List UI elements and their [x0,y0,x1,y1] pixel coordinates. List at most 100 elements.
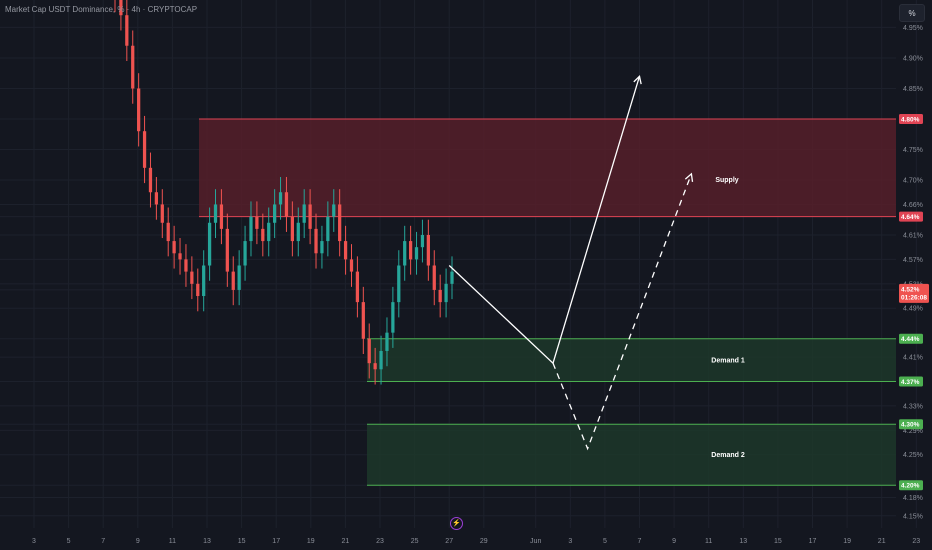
candle [154,192,159,205]
candle [397,265,401,303]
x-tick-label: 3 [32,538,36,545]
candle [444,283,448,303]
x-tick-label: 23 [912,538,920,545]
x-tick-label: 27 [445,538,453,545]
price-badge [899,376,923,387]
candle [196,283,200,297]
y-tick-label: 4.85% [903,86,923,93]
candle [450,271,454,284]
candle [391,302,395,333]
candle [202,265,206,297]
x-tick-label: 29 [480,538,488,545]
x-tick-label: 17 [272,538,280,545]
demand-zone[interactable] [367,338,896,382]
candle [160,204,164,223]
candle [125,15,129,46]
last-price-label: 4.52% [901,286,920,293]
projection-dashed-arrow [552,173,693,451]
projection-solid-arrow-arrowhead [633,74,642,85]
candle [231,271,235,290]
candle [267,222,271,242]
x-tick-label: 15 [238,538,246,545]
x-tick-label: 3 [568,538,572,545]
candle [261,228,265,242]
x-tick-label: 21 [878,538,886,545]
candle [172,241,176,254]
zone-label: Demand 2 [711,452,745,459]
candle [296,222,300,242]
candle [373,363,377,370]
bar-countdown-label: 01:26:08 [901,294,927,301]
candle [166,222,170,242]
percent-scale-button[interactable]: % [899,4,925,22]
demand-zone[interactable] [367,424,896,486]
price-badge-label: 4.37% [901,379,920,386]
candle [131,45,135,89]
candle [137,88,141,132]
candle [379,350,383,370]
candle [338,204,342,242]
candle [148,167,153,193]
y-tick-label: 4.18% [903,495,923,502]
x-tick-label: 13 [203,538,211,545]
candle [213,204,218,223]
candle [119,0,123,16]
candle [225,228,229,272]
x-tick-label: 5 [603,538,607,545]
y-tick-label: 4.49% [903,306,923,313]
candle [184,259,188,272]
price-badge-label: 4.30% [901,422,920,429]
y-tick-label: 4.25% [903,452,923,459]
candle [349,259,354,272]
x-tick-label: 7 [101,538,105,545]
candle [314,228,318,254]
price-badge-label: 4.80% [901,116,920,123]
x-tick-label: 21 [342,538,350,545]
candle [278,192,283,205]
x-tick-label: 13 [739,538,747,545]
supply-zone[interactable] [199,118,896,217]
candle [438,289,442,303]
x-tick-label: 11 [169,538,176,545]
candle [385,332,389,351]
candle [355,271,360,303]
zone-label: Supply [715,177,738,184]
price-badge-label: 4.44% [901,336,920,343]
candle [290,216,294,242]
candle [426,234,430,266]
candle [403,241,407,266]
candle [284,192,289,217]
x-tick-label: 19 [307,538,315,545]
candle [178,253,182,260]
lightning-icon[interactable]: ⚡ [450,517,463,530]
y-tick-label: 4.15% [903,513,923,520]
y-tick-label: 4.95% [903,25,923,32]
candle [326,216,330,242]
candle [408,241,413,260]
candle [432,265,436,290]
y-tick-label: 4.61% [903,232,923,239]
y-tick-label: 4.90% [903,55,923,62]
projection-solid-arrow [448,76,641,365]
candle [414,247,419,260]
zone-label: Demand 1 [711,358,745,365]
x-tick-label: 9 [672,538,676,545]
candle [243,241,247,266]
candle [237,265,241,290]
candle [190,271,194,284]
candle [420,234,425,248]
x-tick-label: 17 [809,538,817,545]
y-tick-label: 4.70% [903,178,923,185]
candle [343,241,348,260]
x-tick-label: 7 [638,538,642,545]
y-tick-label: 4.66% [903,202,923,209]
x-tick-label: Jun [530,538,541,545]
y-tick-label: 4.75% [903,147,923,154]
chart-title: Market Cap USDT Dominance, % · 4h · CRYP… [5,5,198,14]
projection-dashed-arrow-arrowhead [684,172,694,182]
price-badge [899,480,923,491]
y-tick-label: 4.41% [903,355,923,362]
candle [367,338,371,364]
y-tick-label: 4.57% [903,257,923,264]
